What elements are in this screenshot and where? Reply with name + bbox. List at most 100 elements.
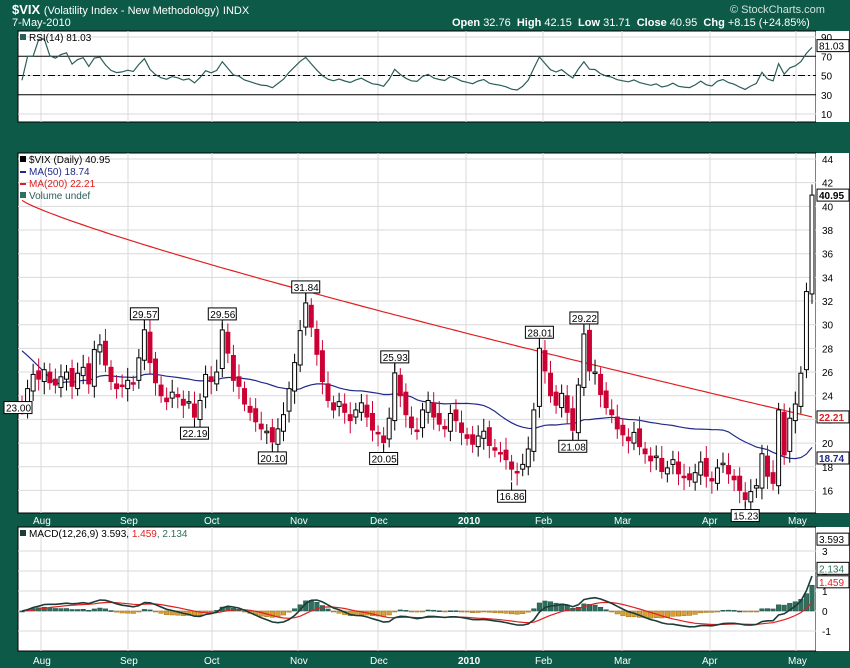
price-callout-box: [257, 451, 287, 465]
x-month-label-price: Apr: [702, 516, 718, 527]
candle: [642, 448, 648, 455]
macd-hist-bar: [748, 610, 754, 613]
price-callout-box: [129, 307, 159, 321]
macd-hist-bar: [152, 610, 159, 613]
high-value: 42.15: [544, 17, 572, 29]
open-value: 32.76: [483, 17, 511, 29]
macd-signal-tag-text: 1.459: [819, 578, 844, 589]
macd-hist-bar: [675, 610, 682, 617]
price-callout-label: 28.01: [527, 328, 552, 339]
exchange: INDX: [222, 5, 250, 17]
x-month-label-macd: Nov: [290, 656, 308, 667]
candle: [353, 409, 359, 418]
price-callout-box: [179, 426, 209, 440]
last-close-tag-text: 40.95: [819, 191, 844, 202]
macd-hist-bar: [436, 610, 442, 613]
macd-legend-swatch: [20, 530, 26, 536]
candle: [637, 428, 643, 448]
macd-hist-bar: [470, 610, 476, 613]
candle: [742, 492, 748, 501]
macd-hist-bar: [692, 610, 698, 615]
price-callout-label: 29.57: [132, 310, 157, 321]
macd-hist-bar: [809, 584, 815, 612]
price-callout-label: 29.22: [572, 314, 597, 325]
macd-hist-bar: [331, 610, 337, 613]
candle: [559, 392, 565, 409]
candle: [520, 463, 526, 470]
candle: [625, 436, 631, 442]
macd-hist-bar: [781, 604, 787, 612]
x-month-label-macd: Mar: [614, 656, 632, 667]
candle: [292, 362, 298, 392]
candle: [141, 329, 147, 361]
candle: [258, 423, 264, 430]
candle: [581, 333, 587, 388]
price-callout-box: [558, 439, 588, 453]
macd-hist-bar: [687, 610, 693, 616]
macd-hist-bar: [753, 610, 759, 613]
candle: [114, 383, 120, 390]
macd-value-tag-text: 3.593: [819, 535, 844, 546]
x-month-label-macd: 2010: [458, 656, 481, 667]
macd-hist-bar: [509, 610, 515, 615]
candle: [525, 448, 531, 468]
macd-hist-bar: [453, 610, 459, 612]
price-callout-box: [524, 325, 554, 339]
price-legend-title: $VIX (Daily) 40.95: [29, 155, 111, 166]
price-tick-label: 16: [822, 486, 834, 497]
price-panel: [17, 152, 817, 514]
macd-hist-bar: [141, 609, 147, 612]
macd-hist-bar: [803, 593, 809, 612]
candle: [169, 391, 175, 399]
candle: [97, 344, 103, 353]
macd-hist-bar: [292, 608, 298, 612]
ma200-legend: MA(200) 22.21: [29, 179, 96, 190]
macd-hist-bar: [503, 610, 509, 614]
macd-hist-bar: [164, 610, 170, 616]
candle: [653, 455, 659, 459]
macd-hist-bar: [275, 610, 281, 617]
candle: [481, 430, 487, 439]
price-tick-label: 30: [822, 321, 834, 332]
candle: [586, 329, 592, 372]
macd-hist-bar: [614, 610, 620, 615]
candle: [720, 462, 726, 466]
candle: [765, 455, 770, 477]
candle: [158, 384, 164, 397]
price-callout-box: [730, 509, 760, 523]
price-callout-box: [369, 451, 399, 465]
price-tick-label: 44: [822, 155, 834, 166]
candle: [52, 378, 58, 386]
candle: [420, 409, 426, 429]
price-tick-label: 38: [822, 226, 834, 237]
macd-hist-bar: [726, 609, 732, 612]
macd-hist-bar: [325, 608, 331, 612]
rsi-tick-label: 90: [821, 33, 833, 44]
x-month-label-macd: Dec: [370, 656, 388, 667]
macd-hist-bar: [425, 609, 431, 612]
macd-hist-bar: [97, 607, 103, 612]
candle: [603, 390, 609, 409]
candle: [275, 428, 281, 445]
candle: [792, 403, 798, 422]
candle: [225, 331, 231, 354]
rsi-last-value: 81.03: [819, 42, 844, 53]
candle: [453, 409, 459, 422]
macd-hist-bar: [408, 610, 414, 613]
macd-tick-label: 3: [822, 547, 828, 558]
candle: [759, 453, 765, 489]
x-month-label-price: Nov: [290, 516, 308, 527]
macd-legend-hist: , 2.134: [157, 529, 188, 540]
candle: [30, 373, 36, 392]
candle: [208, 376, 214, 383]
macd-hist-bar: [492, 610, 498, 613]
candle: [687, 473, 693, 481]
candle: [269, 427, 275, 443]
candle: [414, 429, 420, 433]
macd-hist-bar: [286, 610, 292, 613]
macd-hist-bar: [731, 610, 737, 612]
macd-hist-bar: [481, 610, 487, 613]
candle: [125, 379, 131, 390]
candle: [253, 408, 259, 423]
candle: [553, 391, 559, 406]
